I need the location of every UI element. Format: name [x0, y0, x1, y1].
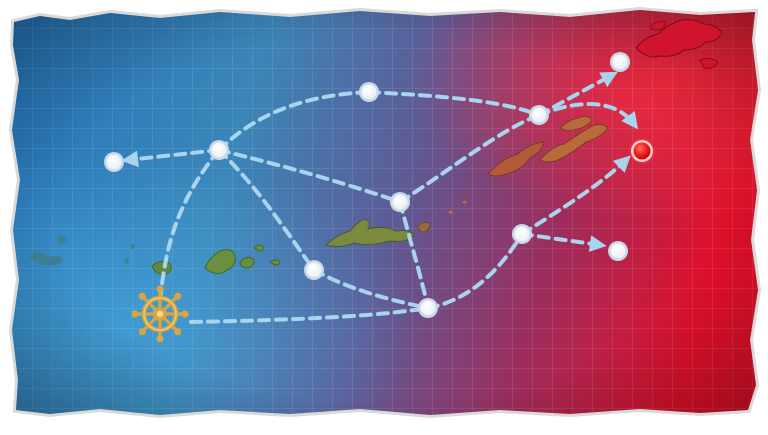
route-start-to-south: [189, 306, 430, 324]
route-junction-to-north: [217, 90, 371, 152]
node-north[interactable]: [359, 82, 379, 102]
island: [462, 200, 467, 204]
route-north-to-northeast: [367, 90, 541, 117]
route-east-to-boss: [520, 155, 631, 236]
node-south[interactable]: [418, 298, 438, 318]
node-southeast[interactable]: [608, 241, 628, 261]
island: [239, 256, 255, 269]
island: [130, 243, 135, 249]
route-east-to-southeast: [520, 232, 607, 252]
island: [253, 244, 265, 252]
route-start-to-junction: [158, 148, 221, 302]
node-south-west[interactable]: [304, 260, 324, 280]
route-junction-to-west: [121, 148, 221, 168]
island: [204, 249, 236, 274]
boss-node-icon[interactable]: [629, 138, 655, 164]
node-east[interactable]: [512, 224, 532, 244]
route-northeast-to-far-northeast: [537, 71, 618, 117]
island: [539, 123, 609, 163]
route-junction-to-center: [217, 148, 402, 204]
node-center[interactable]: [390, 192, 410, 212]
route-center-to-south: [398, 200, 430, 310]
island: [699, 57, 719, 69]
route-junction-to-southwest: [217, 148, 316, 272]
node-northeast[interactable]: [529, 105, 549, 125]
route-southwest-to-south: [312, 268, 430, 310]
island: [635, 18, 723, 58]
island: [417, 221, 431, 233]
island: [487, 141, 545, 177]
node-west[interactable]: [104, 152, 124, 172]
island: [325, 218, 415, 248]
island: [124, 258, 129, 264]
node-junction[interactable]: [209, 140, 229, 160]
island: [57, 236, 66, 244]
nodes: [104, 52, 655, 318]
island: [448, 210, 453, 214]
island: [269, 259, 281, 266]
island: [559, 115, 593, 132]
ship-wheel-icon[interactable]: [131, 285, 189, 343]
island: [649, 21, 667, 31]
routes: [121, 71, 638, 324]
islands: [28, 18, 723, 275]
island: [28, 252, 63, 266]
route-northeast-to-boss: [537, 102, 638, 130]
route-center-to-northeast: [398, 113, 541, 204]
route-south-to-east: [426, 232, 524, 310]
node-far-northeast[interactable]: [610, 52, 630, 72]
